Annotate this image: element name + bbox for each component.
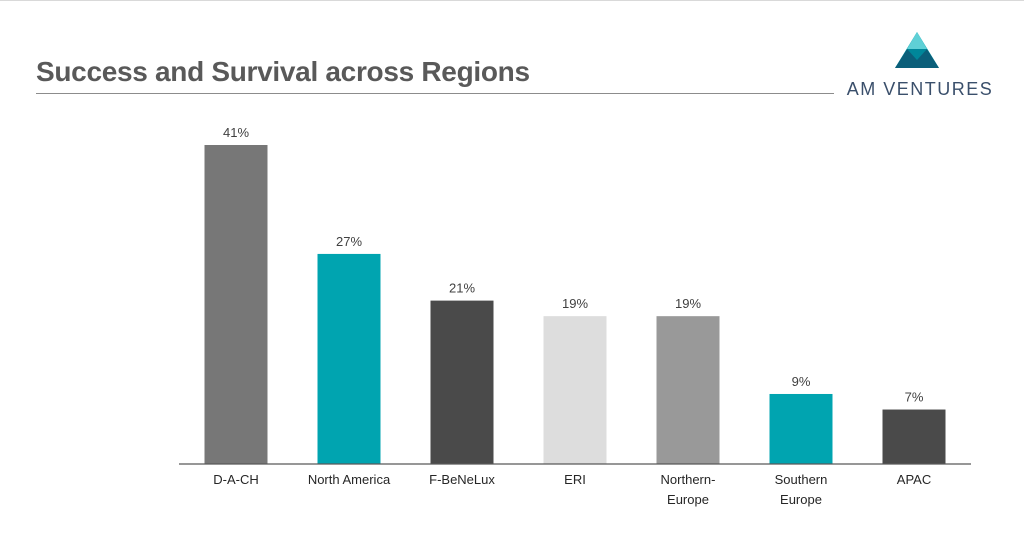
- bar-5: [656, 316, 720, 464]
- bar-3: [430, 300, 494, 464]
- bar-1: [204, 145, 268, 464]
- data-label-5: 19%: [675, 296, 701, 311]
- category-label-5: Northern-Europe: [661, 472, 716, 507]
- category-label-4: ERI: [564, 472, 586, 487]
- category-label-7: APAC: [897, 472, 931, 487]
- title-underline: [36, 93, 834, 94]
- category-label-2: North America: [308, 472, 391, 487]
- logo: AM VENTURES: [845, 28, 995, 108]
- page-title: Success and Survival across Regions: [36, 56, 530, 87]
- mountain-logo-icon: [895, 32, 939, 68]
- data-label-4: 19%: [562, 296, 588, 311]
- data-label-7: 7%: [905, 390, 924, 405]
- bar-6: [769, 393, 833, 464]
- logo-text: AM VENTURES: [846, 79, 994, 99]
- bar-7: [882, 409, 946, 464]
- category-label-3: F-BeNeLux: [429, 472, 495, 487]
- bar-2: [317, 253, 381, 464]
- data-label-2: 27%: [336, 234, 362, 249]
- data-label-3: 21%: [449, 281, 475, 296]
- top-border: [0, 0, 1024, 1]
- bar-4: [543, 316, 607, 464]
- category-label-6: Southern Europe: [775, 472, 828, 507]
- category-label-1: D-A-CH: [213, 472, 259, 487]
- data-label-1: 41%: [223, 125, 249, 140]
- data-label-6: 9%: [792, 374, 811, 389]
